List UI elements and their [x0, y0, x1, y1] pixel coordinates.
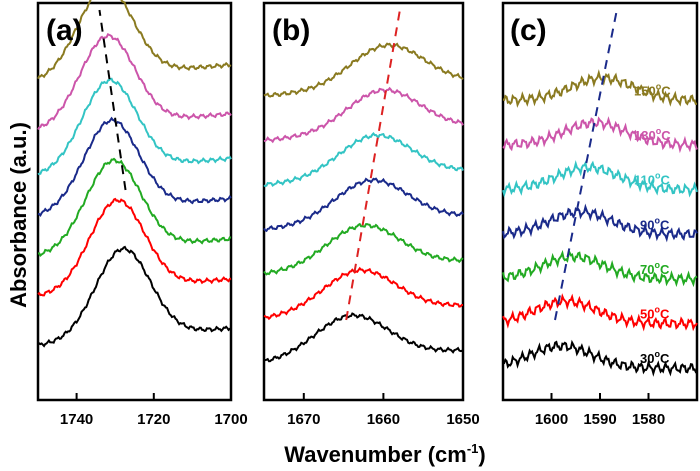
tick-label-a-1: 1720 — [137, 411, 170, 428]
spectrum-b-70 — [263, 222, 464, 276]
temp-label-150: 150oC — [634, 81, 671, 98]
spectrum-c-50 — [502, 293, 698, 332]
spectrum-a-150 — [37, 0, 232, 80]
spectrum-a-70 — [37, 157, 232, 257]
spectrum-b-150 — [263, 42, 464, 98]
spectrum-c-70 — [502, 249, 698, 288]
spectrum-b-90 — [263, 177, 464, 233]
spectrum-b-30 — [263, 312, 464, 363]
guides-layer — [98, 9, 618, 321]
spectrum-a-110 — [37, 77, 232, 176]
tick-label-b-0: 1670 — [287, 411, 320, 428]
temp-label-30: 30oC — [640, 349, 670, 366]
spectrum-c-30 — [502, 339, 698, 377]
spectrum-c-110 — [502, 160, 698, 198]
temp-label-90: 90oC — [640, 215, 670, 232]
panel-label-c: (c) — [510, 14, 547, 47]
peak-guide-b — [345, 9, 401, 321]
temp-label-50: 50oC — [640, 305, 670, 322]
panel-c-frame — [501, 1, 699, 402]
tick-label-b-2: 1650 — [446, 411, 479, 428]
spectrum-c-150 — [502, 69, 698, 108]
panel-label-b: (b) — [272, 14, 310, 47]
spectrum-a-50 — [37, 197, 232, 297]
tick-label-c-0: 1600 — [535, 411, 568, 428]
spectrum-a-130 — [37, 32, 232, 131]
tick-label-b-1: 1660 — [367, 411, 400, 428]
x-axis-title-sup: -1 — [467, 441, 479, 456]
x-axis-title: Wavenumber (cm-1) — [284, 441, 485, 467]
spectrum-b-50 — [263, 266, 464, 321]
spectrum-c-130 — [502, 116, 698, 154]
temperature-labels: 30oC 50oC 70oC 90oC 110oC 130oC 150oC — [634, 81, 671, 366]
x-axis-title-end: ) — [478, 442, 485, 467]
spectrum-b-110 — [263, 132, 464, 188]
spectrum-c-90 — [502, 203, 698, 243]
spectrum-a-30 — [37, 245, 232, 348]
ticks-layer — [75, 393, 650, 400]
tick-label-c-1: 1590 — [583, 411, 616, 428]
panel-a-frame — [36, 1, 233, 402]
tick-label-c-2: 1580 — [632, 411, 665, 428]
tick-label-a-0: 1740 — [60, 411, 93, 428]
panel-b-frame — [262, 1, 465, 402]
temp-label-110: 110oC — [634, 171, 670, 188]
tick-label-a-2: 1700 — [214, 411, 247, 428]
peak-guide-a — [98, 9, 127, 191]
temp-label-130: 130oC — [634, 126, 671, 143]
curves-layer — [37, 0, 698, 377]
spectrum-b-130 — [263, 86, 464, 144]
x-axis-title-main: Wavenumber (cm — [284, 442, 467, 467]
y-axis-title: Absorbance (a.u.) — [6, 122, 31, 308]
peak-guide-c — [554, 9, 618, 321]
temp-label-70: 70oC — [640, 260, 670, 277]
spectrum-a-90 — [37, 116, 232, 217]
panel-label-a: (a) — [46, 14, 83, 47]
